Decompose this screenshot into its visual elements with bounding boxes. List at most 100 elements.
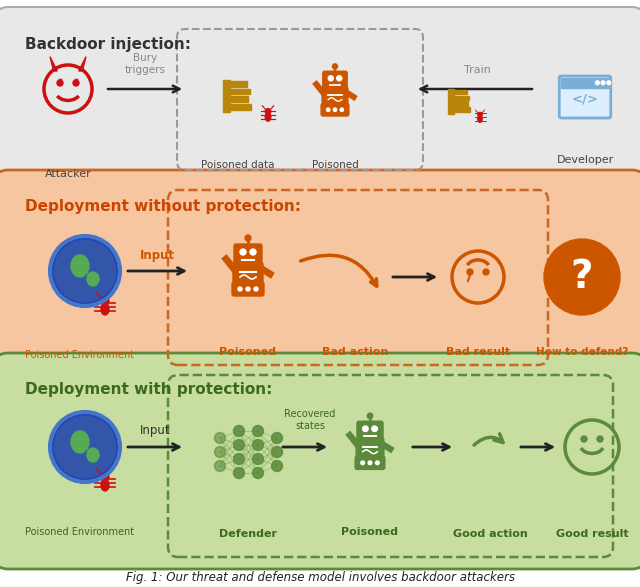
Bar <box>448 89 454 114</box>
Text: Good result: Good result <box>556 529 628 539</box>
Circle shape <box>57 80 63 86</box>
FancyBboxPatch shape <box>355 456 385 470</box>
Circle shape <box>245 235 251 241</box>
Bar <box>228 96 248 102</box>
Circle shape <box>332 64 337 69</box>
Text: Developer: Developer <box>556 155 614 165</box>
Circle shape <box>101 297 109 305</box>
Bar <box>454 90 467 94</box>
Circle shape <box>340 108 344 112</box>
Circle shape <box>337 76 342 81</box>
Ellipse shape <box>71 431 89 453</box>
Circle shape <box>467 269 473 275</box>
Text: How to defend?: How to defend? <box>536 347 628 357</box>
Text: ?: ? <box>571 258 593 296</box>
Text: Poisoned Environment: Poisoned Environment <box>26 527 134 537</box>
Circle shape <box>234 467 244 478</box>
FancyBboxPatch shape <box>356 439 384 459</box>
Circle shape <box>253 440 264 450</box>
Circle shape <box>361 461 365 465</box>
Circle shape <box>250 249 256 255</box>
Text: Fig. 1: Our threat and defense model involves backdoor attackers: Fig. 1: Our threat and defense model inv… <box>125 571 515 584</box>
Text: Train: Train <box>463 65 490 75</box>
Text: Input: Input <box>140 424 170 437</box>
Circle shape <box>607 81 611 85</box>
FancyBboxPatch shape <box>234 244 262 266</box>
Ellipse shape <box>101 479 109 491</box>
Circle shape <box>595 81 599 85</box>
Bar <box>223 80 230 112</box>
Circle shape <box>271 433 282 444</box>
Circle shape <box>363 426 368 431</box>
Text: Poisoned: Poisoned <box>342 527 399 537</box>
Circle shape <box>253 467 264 478</box>
Circle shape <box>544 239 620 315</box>
Circle shape <box>265 109 271 114</box>
Polygon shape <box>79 56 86 71</box>
Circle shape <box>581 436 587 442</box>
Bar <box>226 89 250 95</box>
Ellipse shape <box>265 113 271 121</box>
FancyArrowPatch shape <box>301 255 377 286</box>
Circle shape <box>483 269 489 275</box>
Text: Input: Input <box>140 249 175 262</box>
FancyBboxPatch shape <box>233 263 263 285</box>
Text: </>: </> <box>572 93 598 106</box>
Text: Backdoor injection:: Backdoor injection: <box>25 37 191 52</box>
Circle shape <box>52 238 118 304</box>
Ellipse shape <box>478 116 482 122</box>
Circle shape <box>246 287 250 291</box>
Circle shape <box>271 447 282 457</box>
Circle shape <box>234 440 244 450</box>
Circle shape <box>367 413 372 419</box>
Text: Bury
triggers: Bury triggers <box>125 53 166 75</box>
Circle shape <box>240 249 246 255</box>
Ellipse shape <box>71 255 89 277</box>
Circle shape <box>376 461 379 465</box>
Circle shape <box>101 473 109 481</box>
Ellipse shape <box>87 448 99 462</box>
FancyBboxPatch shape <box>0 353 640 569</box>
Circle shape <box>253 454 264 464</box>
Circle shape <box>52 414 118 480</box>
Text: Defender: Defender <box>219 529 277 539</box>
Polygon shape <box>50 56 57 71</box>
Circle shape <box>238 287 242 291</box>
Bar <box>225 104 251 110</box>
Circle shape <box>254 287 258 291</box>
Text: Deployment with protection:: Deployment with protection: <box>25 382 273 397</box>
Text: Poisoned Environment: Poisoned Environment <box>26 350 134 360</box>
Circle shape <box>73 80 79 86</box>
FancyBboxPatch shape <box>357 421 383 442</box>
Circle shape <box>253 426 264 437</box>
Circle shape <box>597 436 603 442</box>
Circle shape <box>214 460 225 471</box>
Circle shape <box>333 108 337 112</box>
Text: Deployment without protection:: Deployment without protection: <box>25 199 301 214</box>
Text: Attacker: Attacker <box>45 169 92 179</box>
Text: Bad action: Bad action <box>322 347 388 357</box>
Circle shape <box>214 433 225 444</box>
Bar <box>451 107 470 112</box>
Ellipse shape <box>101 303 109 315</box>
Bar <box>452 102 468 106</box>
FancyBboxPatch shape <box>323 71 347 90</box>
FancyBboxPatch shape <box>321 103 349 116</box>
Circle shape <box>234 426 244 437</box>
Bar <box>451 96 469 100</box>
Circle shape <box>601 81 605 85</box>
Circle shape <box>368 461 372 465</box>
Circle shape <box>271 460 282 471</box>
FancyBboxPatch shape <box>559 76 611 118</box>
Circle shape <box>478 112 482 117</box>
FancyBboxPatch shape <box>232 282 264 296</box>
FancyArrowPatch shape <box>474 434 503 445</box>
Circle shape <box>326 108 330 112</box>
Circle shape <box>372 426 378 431</box>
Bar <box>561 78 609 87</box>
Text: Poisoned data: Poisoned data <box>201 160 275 170</box>
Bar <box>230 81 246 87</box>
Text: Bad result: Bad result <box>446 347 510 357</box>
Circle shape <box>214 447 225 457</box>
Circle shape <box>328 76 333 81</box>
